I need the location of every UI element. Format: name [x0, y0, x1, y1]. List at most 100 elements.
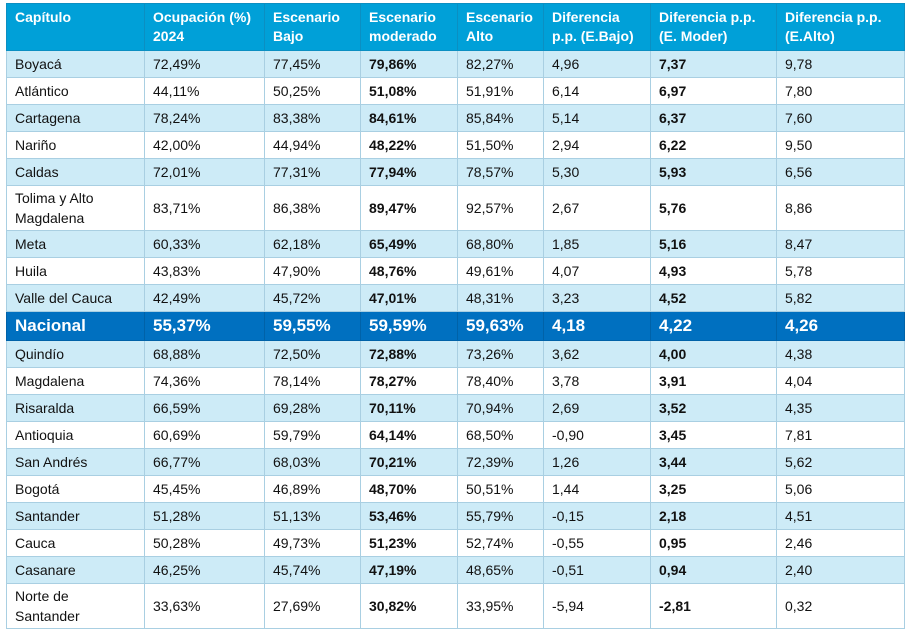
cell-bajo: 77,45%	[264, 50, 361, 78]
cell-capitulo: Cartagena	[6, 104, 145, 132]
cell-moderado: 30,82%	[360, 583, 458, 629]
cell-capitulo: Boyacá	[6, 50, 145, 78]
cell-ocupacion: 51,28%	[144, 502, 265, 530]
cell-alto: 78,57%	[457, 158, 544, 186]
cell-moderado: 59,59%	[360, 311, 458, 341]
header-escenario-alto: Escenario Alto	[457, 3, 544, 51]
cell-dif-moderado: 0,94	[650, 556, 777, 584]
cell-capitulo: Quindío	[6, 340, 145, 368]
cell-dif-moderado: 5,16	[650, 230, 777, 258]
cell-capitulo: Santander	[6, 502, 145, 530]
cell-dif-moderado: 4,52	[650, 284, 777, 312]
cell-ocupacion: 44,11%	[144, 77, 265, 105]
cell-moderado: 53,46%	[360, 502, 458, 530]
cell-capitulo: Risaralda	[6, 394, 145, 422]
cell-moderado: 79,86%	[360, 50, 458, 78]
cell-dif-moderado: 4,00	[650, 340, 777, 368]
occupancy-table-container: Capítulo Ocupación (%) 2024 Escenario Ba…	[6, 3, 905, 629]
cell-bajo: 68,03%	[264, 448, 361, 476]
cell-moderado: 70,21%	[360, 448, 458, 476]
cell-moderado: 72,88%	[360, 340, 458, 368]
cell-ocupacion: 55,37%	[144, 311, 265, 341]
cell-dif-alto: 8,47	[776, 230, 905, 258]
table-row-nacional: Nacional 55,37% 59,55% 59,59% 59,63% 4,18 4,22…	[6, 311, 905, 341]
cell-moderado: 65,49%	[360, 230, 458, 258]
cell-dif-alto: 2,46	[776, 529, 905, 557]
occupancy-scenarios-table: Capítulo Ocupación (%) 2024 Escenario Ba…	[6, 3, 905, 629]
cell-alto: 49,61%	[457, 257, 544, 285]
cell-dif-bajo: -0,90	[543, 421, 651, 449]
cell-dif-moderado: 6,97	[650, 77, 777, 105]
cell-ocupacion: 42,00%	[144, 131, 265, 159]
header-diferencia-bajo: Diferencia p.p. (E.Bajo)	[543, 3, 651, 51]
cell-dif-alto: 9,78	[776, 50, 905, 78]
cell-moderado: 51,23%	[360, 529, 458, 557]
cell-alto: 55,79%	[457, 502, 544, 530]
cell-bajo: 59,79%	[264, 421, 361, 449]
table-row: San Andrés 66,77% 68,03% 70,21% 72,39% 1,26 3,…	[6, 448, 905, 476]
cell-dif-alto: 4,35	[776, 394, 905, 422]
cell-ocupacion: 72,49%	[144, 50, 265, 78]
cell-bajo: 50,25%	[264, 77, 361, 105]
table-row: Huila 43,83% 47,90% 48,76% 49,61% 4,07 4,93 5,7…	[6, 257, 905, 285]
cell-alto: 70,94%	[457, 394, 544, 422]
cell-dif-moderado: 4,93	[650, 257, 777, 285]
cell-ocupacion: 42,49%	[144, 284, 265, 312]
cell-bajo: 59,55%	[264, 311, 361, 341]
cell-dif-bajo: 2,67	[543, 185, 651, 231]
table-row: Valle del Cauca 42,49% 45,72% 47,01% 48,31% 3…	[6, 284, 905, 312]
cell-bajo: 49,73%	[264, 529, 361, 557]
cell-bajo: 72,50%	[264, 340, 361, 368]
header-escenario-moderado: Escenario moderado	[360, 3, 458, 51]
cell-dif-alto: 2,40	[776, 556, 905, 584]
table-row: Quindío 68,88% 72,50% 72,88% 73,26% 3,62 4,00 4…	[6, 340, 905, 368]
cell-bajo: 27,69%	[264, 583, 361, 629]
cell-alto: 52,74%	[457, 529, 544, 557]
cell-alto: 72,39%	[457, 448, 544, 476]
cell-capitulo: Huila	[6, 257, 145, 285]
cell-dif-bajo: 3,62	[543, 340, 651, 368]
cell-dif-alto: 9,50	[776, 131, 905, 159]
cell-capitulo: Casanare	[6, 556, 145, 584]
cell-alto: 92,57%	[457, 185, 544, 231]
cell-dif-moderado: 6,22	[650, 131, 777, 159]
cell-moderado: 77,94%	[360, 158, 458, 186]
table-header-row: Capítulo Ocupación (%) 2024 Escenario Ba…	[6, 3, 905, 51]
cell-moderado: 47,01%	[360, 284, 458, 312]
cell-dif-moderado: 5,76	[650, 185, 777, 231]
cell-dif-bajo: 3,78	[543, 367, 651, 395]
header-diferencia-moderado: Diferencia p.p. (E. Moder)	[650, 3, 777, 51]
cell-dif-moderado: 3,91	[650, 367, 777, 395]
cell-alto: 59,63%	[457, 311, 544, 341]
cell-alto: 51,91%	[457, 77, 544, 105]
cell-bajo: 69,28%	[264, 394, 361, 422]
cell-ocupacion: 46,25%	[144, 556, 265, 584]
cell-dif-bajo: 2,94	[543, 131, 651, 159]
header-ocupacion-2024: Ocupación (%) 2024	[144, 3, 265, 51]
cell-capitulo: Nacional	[6, 311, 145, 341]
cell-dif-alto: 4,04	[776, 367, 905, 395]
cell-capitulo: Valle del Cauca	[6, 284, 145, 312]
table-row: Magdalena 74,36% 78,14% 78,27% 78,40% 3,78 3,9…	[6, 367, 905, 395]
table-row: Atlántico 44,11% 50,25% 51,08% 51,91% 6,14 6,9…	[6, 77, 905, 105]
cell-alto: 78,40%	[457, 367, 544, 395]
cell-capitulo: Bogotá	[6, 475, 145, 503]
cell-ocupacion: 74,36%	[144, 367, 265, 395]
cell-alto: 48,31%	[457, 284, 544, 312]
table-row: Meta 60,33% 62,18% 65,49% 68,80% 1,85 5,16 8,47	[6, 230, 905, 258]
cell-ocupacion: 43,83%	[144, 257, 265, 285]
cell-capitulo: Magdalena	[6, 367, 145, 395]
cell-moderado: 51,08%	[360, 77, 458, 105]
cell-moderado: 47,19%	[360, 556, 458, 584]
cell-ocupacion: 66,59%	[144, 394, 265, 422]
table-row: Casanare 46,25% 45,74% 47,19% 48,65% -0,51 0,9…	[6, 556, 905, 584]
cell-moderado: 78,27%	[360, 367, 458, 395]
cell-ocupacion: 72,01%	[144, 158, 265, 186]
cell-moderado: 89,47%	[360, 185, 458, 231]
cell-dif-alto: 5,78	[776, 257, 905, 285]
cell-ocupacion: 68,88%	[144, 340, 265, 368]
cell-capitulo: Nariño	[6, 131, 145, 159]
cell-dif-alto: 6,56	[776, 158, 905, 186]
cell-dif-bajo: 1,85	[543, 230, 651, 258]
table-row: Antioquia 60,69% 59,79% 64,14% 68,50% -0,90 3,…	[6, 421, 905, 449]
